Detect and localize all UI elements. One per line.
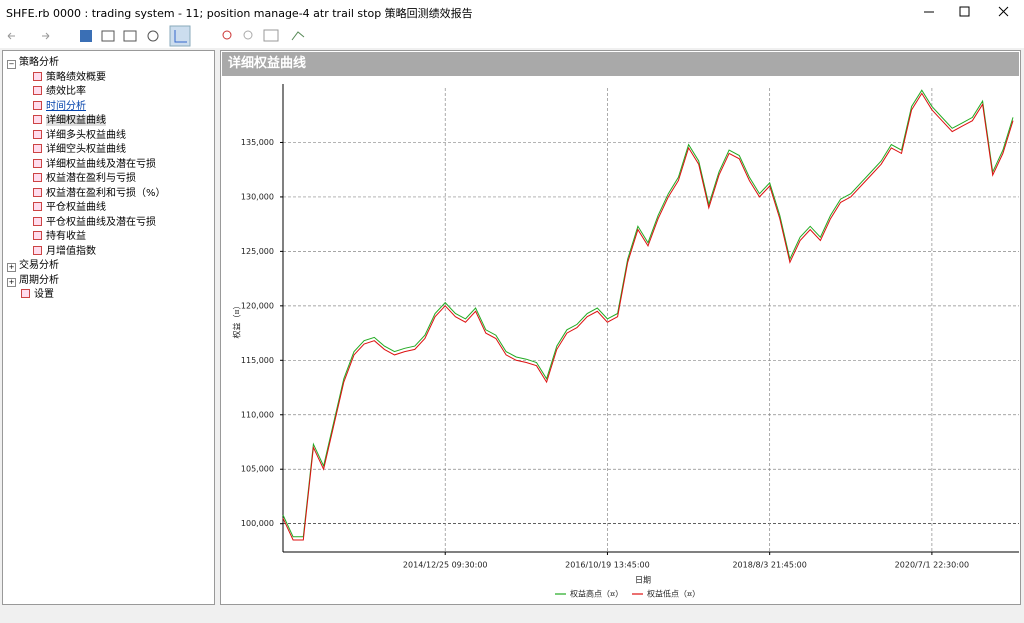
tree-item[interactable]: 月增值指数	[33, 245, 96, 259]
tree-icon: −	[7, 60, 16, 69]
tree-node[interactable]: 设置	[21, 288, 54, 302]
series-line	[282, 89, 1014, 538]
tree-node[interactable]: − 策略分析	[7, 56, 59, 70]
x-axis-label: 日期	[635, 576, 651, 585]
tree-icon	[33, 158, 42, 168]
tree-item[interactable]: 权益潜在盈利和亏损（%）	[33, 187, 166, 201]
tree-label: 周期分析	[19, 274, 59, 286]
y-tick-label: 110,000	[241, 410, 274, 419]
y-tick-label: 125,000	[241, 247, 274, 256]
tree-label: 交易分析	[19, 260, 59, 271]
tree-label: 权益潜在盈利和亏损（%）	[46, 187, 166, 199]
tree-icon	[33, 202, 42, 211]
tree-icon	[33, 231, 42, 240]
tree-label: 策略绩效概要	[46, 71, 106, 83]
tree-icon	[33, 173, 42, 182]
toolbar	[0, 24, 1024, 48]
tree-icon	[33, 129, 42, 139]
tree-icon	[33, 115, 42, 124]
tree-item[interactable]: 详细空头权益曲线	[33, 143, 126, 157]
y-tick-label: 105,000	[241, 465, 274, 474]
tree-icon	[33, 86, 42, 95]
y-tick-label: 115,000	[241, 356, 274, 365]
tree-label: 权益潜在盈利与亏损	[46, 173, 136, 184]
y-tick-label: 130,000	[241, 192, 274, 201]
tree-item[interactable]: 平仓权益曲线及潜在亏损	[33, 216, 156, 230]
tree-label: 绩效比率	[46, 86, 86, 97]
x-tick-label: 2018/8/3 21:45:00	[732, 561, 806, 570]
tree-label: 平仓权益曲线	[46, 202, 106, 213]
x-tick-label: 2014/12/25 09:30:00	[403, 561, 488, 570]
tree-item[interactable]: 策略绩效概要	[33, 71, 106, 85]
chart-panel: 详细权益曲线 100,000 105,000 110,000 115,000 120,0…	[220, 50, 1021, 605]
tree-icon: +	[7, 263, 16, 272]
tree-label: 持有收益	[46, 231, 86, 242]
tree-node[interactable]: + 周期分析	[7, 274, 59, 288]
tree-label: 时间分析	[46, 100, 86, 112]
chart: 100,000 105,000 110,000 115,000 120,000 125,0…	[232, 84, 1019, 599]
panel-title: 详细权益曲线	[222, 52, 1019, 76]
tree-icon	[33, 71, 42, 81]
tree-label: 策略分析	[19, 57, 59, 68]
legend-label: 权益高点（¤）	[570, 589, 623, 599]
tree-item[interactable]: 持有收益	[33, 230, 86, 244]
tree-icon	[33, 245, 42, 255]
tree-label: 月增值指数	[46, 245, 96, 257]
tree-item[interactable]: 详细权益曲线	[33, 114, 106, 128]
tree-label: 详细多头权益曲线	[46, 129, 126, 141]
tree-item[interactable]: 绩效比率	[33, 85, 86, 99]
x-tick-label: 2020/7/1 22:30:00	[895, 561, 969, 570]
tree-node[interactable]: + 交易分析	[7, 259, 59, 273]
tree-icon	[33, 216, 42, 226]
y-tick-label: 120,000	[241, 301, 274, 310]
y-tick-label: 100,000	[241, 519, 274, 528]
tree-view: − 策略分析 策略绩效概要 绩效比率 时间分析 详细权益曲线 详细多头权益曲线 详细空头权益曲…	[2, 50, 215, 605]
tree-label: 详细权益曲线及潜在亏损	[46, 158, 156, 170]
tree-item[interactable]: 权益潜在盈利与亏损	[33, 172, 136, 186]
tree-icon	[21, 289, 30, 298]
tree-icon	[33, 187, 42, 197]
legend-label: 权益低点（¤）	[647, 589, 700, 599]
toolbar-icons[interactable]	[0, 24, 320, 48]
tree-item[interactable]: 详细多头权益曲线	[33, 129, 126, 143]
y-tick-label: 135,000	[241, 138, 274, 147]
tree-label: 设置	[34, 289, 54, 300]
tree-icon	[33, 100, 42, 110]
tree-item[interactable]: 详细权益曲线及潜在亏损	[33, 158, 156, 172]
tree-label: 详细权益曲线	[46, 115, 106, 126]
x-tick-label: 2016/10/19 13:45:00	[565, 561, 650, 570]
tree-item[interactable]: 时间分析	[33, 100, 86, 114]
series-line	[282, 92, 1014, 541]
tree-label: 详细空头权益曲线	[46, 144, 126, 155]
tree-item[interactable]: 平仓权益曲线	[33, 201, 106, 215]
tree-icon: +	[7, 277, 16, 287]
window-title: SHFE.rb 0000 : trading system - 11; posi…	[6, 7, 473, 20]
y-axis-label: 权益（¤）	[232, 301, 242, 338]
tree-label: 平仓权益曲线及潜在亏损	[46, 216, 156, 228]
title-bar: SHFE.rb 0000 : trading system - 11; posi…	[0, 0, 1024, 24]
tree-icon	[33, 144, 42, 153]
window-controls[interactable]	[914, 0, 1024, 24]
